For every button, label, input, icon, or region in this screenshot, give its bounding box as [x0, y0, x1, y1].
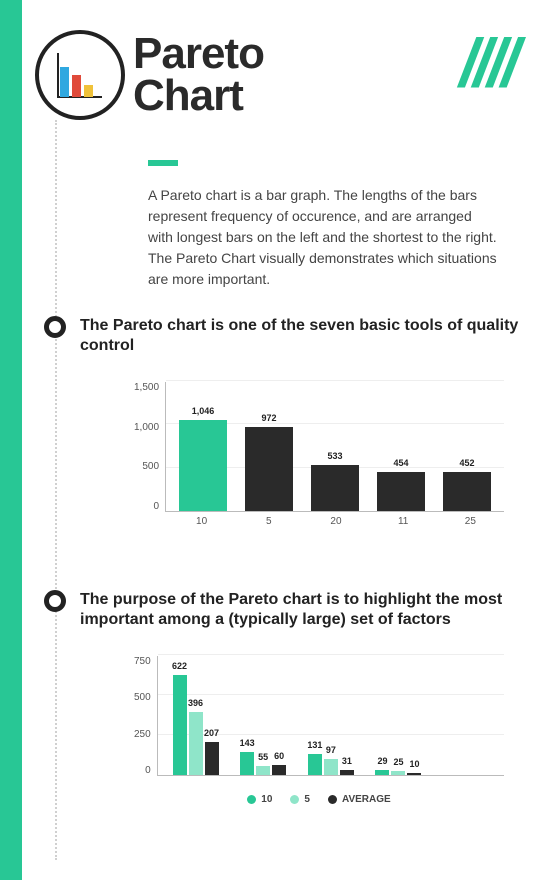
x-tick-label: 5	[245, 516, 293, 527]
bar-value-label: 622	[172, 661, 187, 671]
bar-value-label: 452	[459, 458, 474, 468]
bar-value-label: 97	[326, 745, 336, 755]
bar-value-label: 207	[204, 728, 219, 738]
x-tick-label: 25	[446, 516, 494, 527]
y-tick-label: 250	[134, 729, 151, 740]
x-tick-label: 11	[379, 516, 427, 527]
chart-2: 7505002500 62239620714355601319731292510…	[134, 656, 504, 805]
bar-value-label: 10	[409, 759, 419, 769]
bar-group: 622396207	[170, 675, 222, 775]
bar-value-label: 454	[393, 458, 408, 468]
intro-paragraph: A Pareto chart is a bar graph. The lengt…	[148, 185, 498, 290]
pareto-chart-icon	[35, 30, 125, 120]
bar-value-label: 55	[258, 752, 268, 762]
bar-group: 292510	[372, 770, 424, 775]
bar-value-label: 143	[240, 738, 255, 748]
section-1: The Pareto chart is one of the seven bas…	[44, 316, 520, 527]
bar: 10	[407, 773, 421, 775]
bar: 55	[256, 766, 270, 775]
decorative-slashes: ////	[459, 40, 512, 88]
bar-value-label: 25	[393, 757, 403, 767]
bar-value-label: 60	[274, 751, 284, 761]
bar-value-label: 396	[188, 698, 203, 708]
page-header: Pareto Chart	[35, 30, 264, 120]
chart-2-plot: 62239620714355601319731292510	[157, 656, 504, 776]
bar-value-label: 533	[327, 451, 342, 461]
legend-item: AVERAGE	[328, 794, 391, 805]
bar-value-label: 31	[342, 756, 352, 766]
bar: 1,046	[179, 420, 227, 511]
section-bullet-icon	[44, 316, 66, 338]
legend-label: 10	[261, 794, 272, 805]
bar-group: 1435560	[237, 752, 289, 775]
legend-dot-icon	[328, 795, 337, 804]
bar: 533	[311, 465, 359, 511]
legend-label: AVERAGE	[342, 794, 391, 805]
intro-accent-dash	[148, 160, 178, 166]
section-bullet-icon	[44, 590, 66, 612]
legend-dot-icon	[247, 795, 256, 804]
y-tick-label: 0	[153, 501, 159, 512]
bar: 972	[245, 427, 293, 511]
bar: 29	[375, 770, 389, 775]
legend-dot-icon	[290, 795, 299, 804]
y-tick-label: 0	[145, 765, 151, 776]
bar: 454	[377, 472, 425, 511]
legend-item: 5	[290, 794, 310, 805]
y-tick-label: 1,000	[134, 422, 159, 433]
accent-left-stripe	[0, 0, 22, 880]
bar: 131	[308, 754, 322, 775]
legend-label: 5	[304, 794, 310, 805]
y-tick-label: 1,500	[134, 382, 159, 393]
chart-2-y-axis: 750 500 250 0	[134, 656, 157, 776]
y-tick-label: 750	[134, 656, 151, 667]
bar: 31	[340, 770, 354, 775]
section-2: The purpose of the Pareto chart is to hi…	[44, 590, 520, 805]
bar-group: 1319731	[305, 754, 357, 775]
bar: 622	[173, 675, 187, 775]
legend-item: 10	[247, 794, 272, 805]
bar: 396	[189, 712, 203, 775]
bar: 97	[324, 759, 338, 775]
section-1-heading: The Pareto chart is one of the seven bas…	[80, 316, 520, 356]
bar: 60	[272, 765, 286, 775]
bar: 452	[443, 472, 491, 511]
chart-1-y-axis: 1,500 1,000 500 0	[134, 382, 165, 512]
bar-value-label: 1,046	[192, 406, 215, 416]
section-2-heading: The purpose of the Pareto chart is to hi…	[80, 590, 520, 630]
title-line2: Chart	[133, 71, 243, 120]
bar: 25	[391, 771, 405, 775]
chart-2-legend: 10 5 AVERAGE	[134, 794, 504, 805]
x-tick-label: 10	[178, 516, 226, 527]
bar: 143	[240, 752, 254, 775]
chart-1-x-axis: 10 5 20 11 25	[168, 512, 504, 527]
bar-value-label: 29	[377, 756, 387, 766]
y-tick-label: 500	[142, 461, 159, 472]
bar-value-label: 131	[307, 740, 322, 750]
bar: 207	[205, 742, 219, 775]
y-tick-label: 500	[134, 692, 151, 703]
page-title: Pareto Chart	[133, 33, 264, 117]
chart-1-plot: 1,046 972 533 454 452	[165, 382, 504, 512]
chart-1: 1,500 1,000 500 0 1,046 972 533 454 452 10 5 20 11…	[134, 382, 504, 527]
bar-value-label: 972	[261, 413, 276, 423]
x-tick-label: 20	[312, 516, 360, 527]
